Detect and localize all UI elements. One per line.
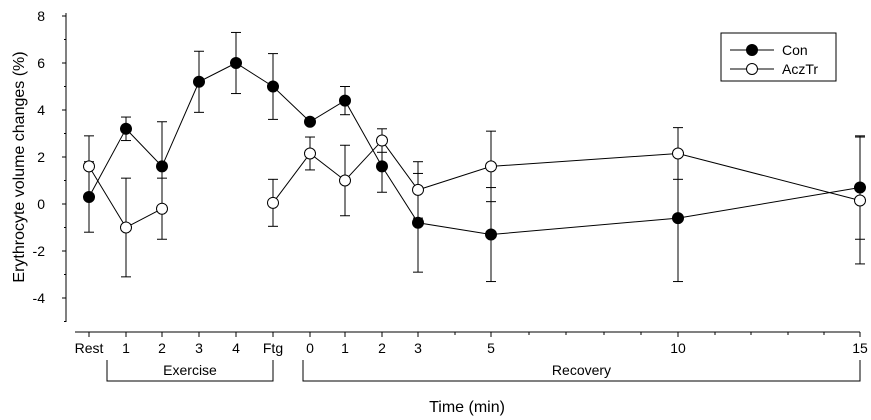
x-tick-label: 10 xyxy=(670,340,686,356)
legend-con-marker xyxy=(746,44,758,56)
data-point xyxy=(267,196,279,209)
data-point xyxy=(412,183,424,196)
legend-con-label: Con xyxy=(782,42,808,58)
y-tick-label: 8 xyxy=(37,8,45,24)
x-tick-label: 15 xyxy=(852,340,868,356)
data-point xyxy=(339,94,351,107)
data-point xyxy=(230,57,242,69)
data-point xyxy=(339,174,351,187)
data-point xyxy=(412,216,424,229)
x-tick-label: 3 xyxy=(195,340,203,356)
x-axis: Rest 1 2 3 4 Ftg 0 1 2 3 5 10 15 xyxy=(75,331,868,356)
y-tick-label: -2 xyxy=(33,243,46,259)
y-ticks: -4 -2 0 2 4 6 8 xyxy=(33,8,66,322)
y-axis-label: Erythrocyte volume changes (%) xyxy=(11,51,28,282)
y-axis: -4 -2 0 2 4 6 8 xyxy=(33,8,67,322)
x-tick-label: 0 xyxy=(306,340,314,356)
x-tick-label: 3 xyxy=(414,340,422,356)
y-tick-label: 6 xyxy=(37,55,45,71)
data-point xyxy=(854,194,866,207)
x-tick-label: Rest xyxy=(75,340,104,356)
plot-area xyxy=(83,31,866,283)
y-tick-label: 2 xyxy=(37,149,45,165)
group-label: Recovery xyxy=(552,362,611,378)
data-point xyxy=(120,221,132,234)
data-point xyxy=(485,160,497,173)
group-label: Exercise xyxy=(163,362,217,378)
x-tick-label: 2 xyxy=(378,340,386,356)
y-tick-label: 0 xyxy=(37,196,45,212)
data-point xyxy=(267,80,279,93)
legend: Con AczTr xyxy=(720,32,837,82)
x-axis-groups: Exercise Recovery xyxy=(106,360,861,382)
x-tick-label: 1 xyxy=(122,340,130,356)
x-ticks: Rest 1 2 3 4 Ftg 0 1 2 3 5 10 15 xyxy=(75,332,868,356)
series-acztr xyxy=(83,127,866,278)
x-tick-label: 2 xyxy=(158,340,166,356)
data-point xyxy=(672,147,684,160)
data-point xyxy=(376,160,388,173)
data-point xyxy=(304,115,316,128)
legend-box xyxy=(720,32,837,82)
x-tick-label: 4 xyxy=(232,340,240,356)
data-point xyxy=(672,212,684,225)
data-point xyxy=(120,122,132,135)
x-axis-label: Time (min) xyxy=(429,399,505,416)
series-line xyxy=(272,139,861,204)
legend-acztr-marker xyxy=(746,63,758,75)
y-tick-label: -4 xyxy=(33,290,46,306)
data-point xyxy=(304,147,316,160)
data-point xyxy=(485,228,497,241)
series-line xyxy=(88,62,861,236)
data-point xyxy=(376,134,388,147)
data-point xyxy=(156,202,168,215)
data-point xyxy=(156,160,168,173)
legend-acztr-label: AczTr xyxy=(782,61,818,77)
data-point xyxy=(83,160,95,173)
group-bracket xyxy=(302,360,861,382)
x-tick-label: 1 xyxy=(341,340,349,356)
group-bracket xyxy=(106,360,274,382)
data-point xyxy=(193,75,205,88)
x-tick-label: 5 xyxy=(487,340,495,356)
y-tick-label: 4 xyxy=(37,102,45,118)
x-tick-label: Ftg xyxy=(263,340,283,356)
